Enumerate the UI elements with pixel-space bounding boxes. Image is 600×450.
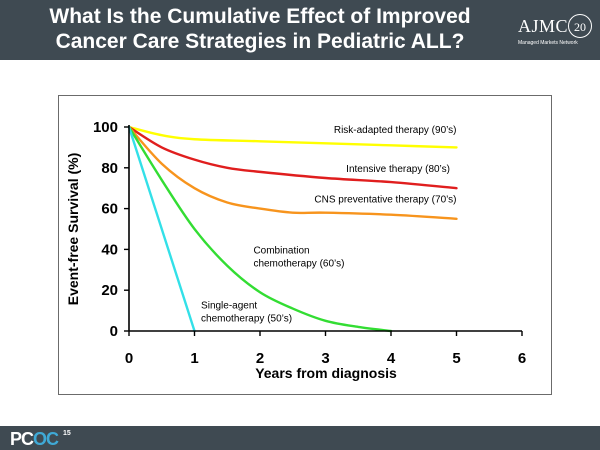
pcoc-logo-part2: OC (33, 429, 59, 449)
footer-bar: PCOC 15 (0, 426, 600, 450)
series-label-4-line-1: chemotherapy (50’s) (201, 314, 292, 325)
series-label-3-line-1: chemotherapy (60’s) (253, 258, 344, 269)
series-line-4 (127, 125, 196, 333)
header-bar: What Is the Cumulative Effect of Improve… (0, 0, 600, 60)
series-line-1 (127, 125, 458, 190)
y-tick-label-80: 80 (101, 160, 118, 177)
ajmc-logo-text: AJMC (518, 16, 569, 36)
pcoc-logo: PCOC (10, 429, 59, 450)
series-layer (127, 125, 458, 333)
x-axis-title: Years from diagnosis (255, 365, 397, 381)
ajmc-logo-subtitle: Managed Markets Network (518, 40, 578, 46)
series-line-2 (127, 125, 458, 220)
x-tick-label-3: 3 (321, 350, 329, 367)
y-tick-label-20: 20 (101, 282, 118, 299)
x-tick-label-2: 2 (256, 350, 264, 367)
y-axis-title: Event-free Survival (%) (65, 153, 81, 306)
y-tick-label-40: 40 (101, 241, 118, 258)
y-tick-label-60: 60 (101, 201, 118, 218)
y-tick-label-100: 100 (93, 119, 118, 136)
series-label-3: Combination chemotherapy (60’s) (253, 245, 344, 269)
series-label-1-line-0: Intensive therapy (80’s) (346, 164, 450, 175)
x-tick-label-0: 0 (125, 350, 133, 367)
slide-title-line2: Cancer Care Strategies in Pediatric ALL? (55, 30, 465, 53)
slide-title-line1: What Is the Cumulative Effect of Improve… (49, 5, 471, 28)
series-label-4: Single-agent chemotherapy (50’s) (201, 301, 292, 325)
y-tick-label-0: 0 (110, 323, 118, 340)
series-label-1: Intensive therapy (80’s) (346, 164, 450, 175)
series-label-0: Risk-adapted therapy (90’s) (334, 125, 457, 136)
x-tick-label-1: 1 (190, 350, 198, 367)
x-tick-label-5: 5 (452, 350, 460, 367)
series-line-3 (127, 125, 393, 333)
x-tick-label-4: 4 (387, 350, 396, 367)
series-label-0-line-0: Risk-adapted therapy (90’s) (334, 125, 457, 136)
slide-title: What Is the Cumulative Effect of Improve… (0, 4, 520, 54)
series-label-2-line-0: CNS preventative therapy (70’s) (314, 194, 456, 205)
pcoc-logo-superscript: 15 (63, 430, 71, 437)
x-tick-label-6: 6 (518, 350, 526, 367)
series-label-2: CNS preventative therapy (70’s) (314, 194, 456, 205)
axes-layer (124, 125, 523, 336)
series-label-4-line-0: Single-agent (201, 301, 257, 312)
anniversary-badge: 20 (568, 14, 592, 38)
pcoc-logo-part1: PC (10, 429, 34, 449)
series-line-0 (127, 125, 458, 149)
series-label-3-line-0: Combination (253, 245, 309, 256)
ajmc-logo: AJMC 20 Managed Markets Network (514, 10, 594, 52)
